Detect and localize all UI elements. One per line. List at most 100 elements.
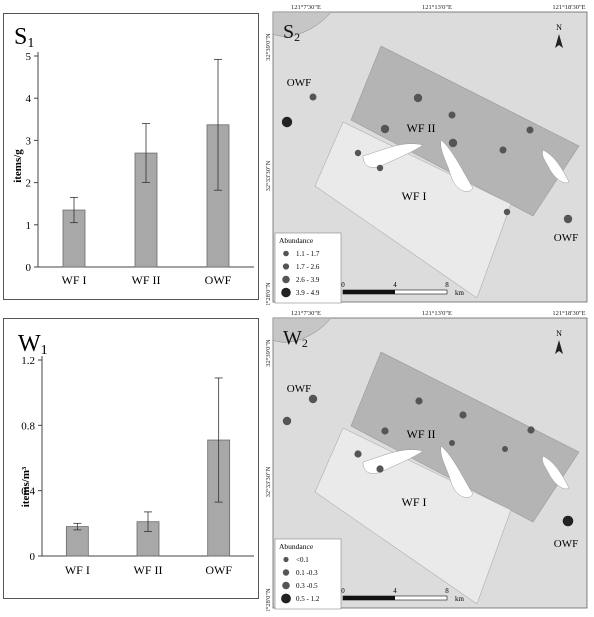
sampling-site-dot xyxy=(282,416,292,426)
site-label-wf1: WF I xyxy=(402,495,427,509)
sampling-site-dot xyxy=(562,515,574,527)
latitude-label: 32°33'30"N xyxy=(265,466,272,497)
land-mass xyxy=(272,11,332,37)
panel-label-sub: 1 xyxy=(41,343,48,358)
legend-item: 0.5 - 1.2 xyxy=(296,595,320,603)
panel-label-sub: 2 xyxy=(294,30,300,44)
sampling-site-dot xyxy=(354,450,362,458)
sampling-site-dot xyxy=(459,411,467,419)
panel-label-sub: 1 xyxy=(27,36,34,51)
scale-unit: km xyxy=(455,289,465,297)
map-s2: 121°7'30"E 121°13'0"E 121°18'30"E 32°39'0"N… xyxy=(265,4,588,310)
scale-tick-label: 8 xyxy=(445,281,449,289)
y-tick-label: 0 xyxy=(30,551,36,563)
longitude-label: 121°13'0"E xyxy=(422,4,452,11)
map-panel-s2: 121°7'30"E 121°13'0"E 121°18'30"E 32°39'0"N… xyxy=(263,0,594,310)
scale-tick-label: 4 xyxy=(393,281,397,289)
y-tick-label: 2 xyxy=(26,178,32,190)
sampling-site-dot xyxy=(281,116,293,128)
legend-dot xyxy=(282,275,290,284)
site-label-wf1: WF I xyxy=(402,189,427,203)
x-tick-label: OWF xyxy=(205,563,232,577)
sampling-site-dot xyxy=(503,208,511,216)
y-tick-label: 0 xyxy=(26,262,32,274)
scale-bar-fill xyxy=(343,290,395,294)
abundance-legend: Abundance <0.1 0.1 -0.3 0.3 -0.5 0.5 - 1.2 xyxy=(274,538,342,610)
legend-item: 1.7 - 2.6 xyxy=(296,263,320,271)
sampling-site-dot xyxy=(376,465,384,473)
site-label-wf2: WF II xyxy=(407,427,436,441)
legend-dot xyxy=(282,569,290,576)
sampling-site-dot xyxy=(448,138,458,148)
sampling-site-dot xyxy=(415,397,423,405)
legend-dot xyxy=(281,593,291,604)
y-tick-label: 3 xyxy=(26,135,32,147)
y-tick-label: 0.8 xyxy=(21,420,35,432)
legend-item: 2.6 - 3.9 xyxy=(296,276,320,284)
y-axis-label: items/g xyxy=(12,149,24,183)
panel-label: W1 xyxy=(18,331,48,358)
bar-chart-s1: S1 items/g 0 1 2 3 4 5 WF I WF II OWF xyxy=(12,24,254,287)
sand-shoal xyxy=(542,455,570,490)
chart-panel-s1: S1 items/g 0 1 2 3 4 5 WF I WF II OWF xyxy=(3,13,259,300)
legend-item: <0.1 xyxy=(296,556,309,564)
sampling-site-dot xyxy=(449,440,455,446)
site-label-owf: OWF xyxy=(287,77,311,89)
chart-panel-w1: W1 items/m³ 0 0.4 0.8 1.2 WF I WF II OWF xyxy=(3,318,259,599)
scale-bar-fill xyxy=(343,596,395,600)
map-w2: 121°7'30"E 121°13'0"E 121°18'30"E 32°39'0"N… xyxy=(265,310,588,616)
y-tick-label: 1 xyxy=(26,220,32,232)
legend-dot xyxy=(281,287,291,298)
sampling-site-dot xyxy=(380,124,390,134)
sampling-site-dot xyxy=(502,446,508,452)
north-label: N xyxy=(556,329,562,338)
x-tick-label: WF II xyxy=(132,273,161,287)
legend-item: 0.1 -0.3 xyxy=(296,569,318,577)
scale-tick-label: 0 xyxy=(341,587,345,595)
longitude-label: 121°18'30"E xyxy=(552,4,585,11)
site-label-wf2: WF II xyxy=(407,121,436,135)
legend-dot xyxy=(283,556,289,563)
legend-item: 1.1 - 1.7 xyxy=(296,250,320,258)
scale-bar: 0 4 8 km xyxy=(341,587,464,603)
sampling-site-dot xyxy=(448,111,456,119)
x-tick-label: OWF xyxy=(205,273,232,287)
sand-shoal xyxy=(440,139,474,192)
sampling-site-dot xyxy=(354,149,362,157)
latitude-label: 32°39'0"N xyxy=(265,339,272,367)
x-tick-label: WF I xyxy=(65,563,90,577)
latitude-label: 32°28'0"N xyxy=(265,588,272,611)
abundance-legend: Abundance 1.1 - 1.7 1.7 - 2.6 2.6 - 3.9 3.9 … xyxy=(274,232,342,304)
sampling-site-dot xyxy=(563,214,573,224)
sand-shoal xyxy=(362,143,424,168)
north-label: N xyxy=(556,23,562,32)
sampling-site-dot xyxy=(308,394,318,404)
sampling-site-dot xyxy=(309,93,317,101)
latitude-label: 32°39'0"N xyxy=(265,33,272,61)
legend-dot xyxy=(282,581,290,590)
land-mass xyxy=(272,317,332,343)
y-tick-label: 4 xyxy=(26,93,32,105)
wind-farm-zone-wf2 xyxy=(350,45,580,217)
longitude-label: 121°13'0"E xyxy=(422,310,452,317)
legend-dot xyxy=(283,250,289,257)
sampling-site-dot xyxy=(527,426,535,434)
y-axis-label: items/m³ xyxy=(20,466,32,507)
legend-title: Abundance xyxy=(279,236,314,245)
sand-shoal xyxy=(440,445,474,498)
map-panel-w2: 121°7'30"E 121°13'0"E 121°18'30"E 32°39'0"N… xyxy=(263,306,594,616)
legend-item: 0.3 -0.5 xyxy=(296,582,318,590)
wind-farm-zone-wf2 xyxy=(350,351,580,523)
y-tick-label: 0.4 xyxy=(21,486,35,498)
scale-tick-label: 0 xyxy=(341,281,345,289)
panel-label-sub: 2 xyxy=(302,336,308,350)
bar-wf-i xyxy=(65,526,89,557)
sand-shoal xyxy=(542,149,570,184)
panel-label: W2 xyxy=(283,327,308,350)
scale-bar: 0 4 8 km xyxy=(341,281,464,297)
latitude-label: 32°33'30"N xyxy=(265,160,272,191)
longitude-label: 121°7'30"E xyxy=(291,4,321,11)
sampling-site-dot xyxy=(381,427,389,435)
x-tick-label: WF II xyxy=(134,563,163,577)
legend-item: 3.9 - 4.9 xyxy=(296,289,320,297)
